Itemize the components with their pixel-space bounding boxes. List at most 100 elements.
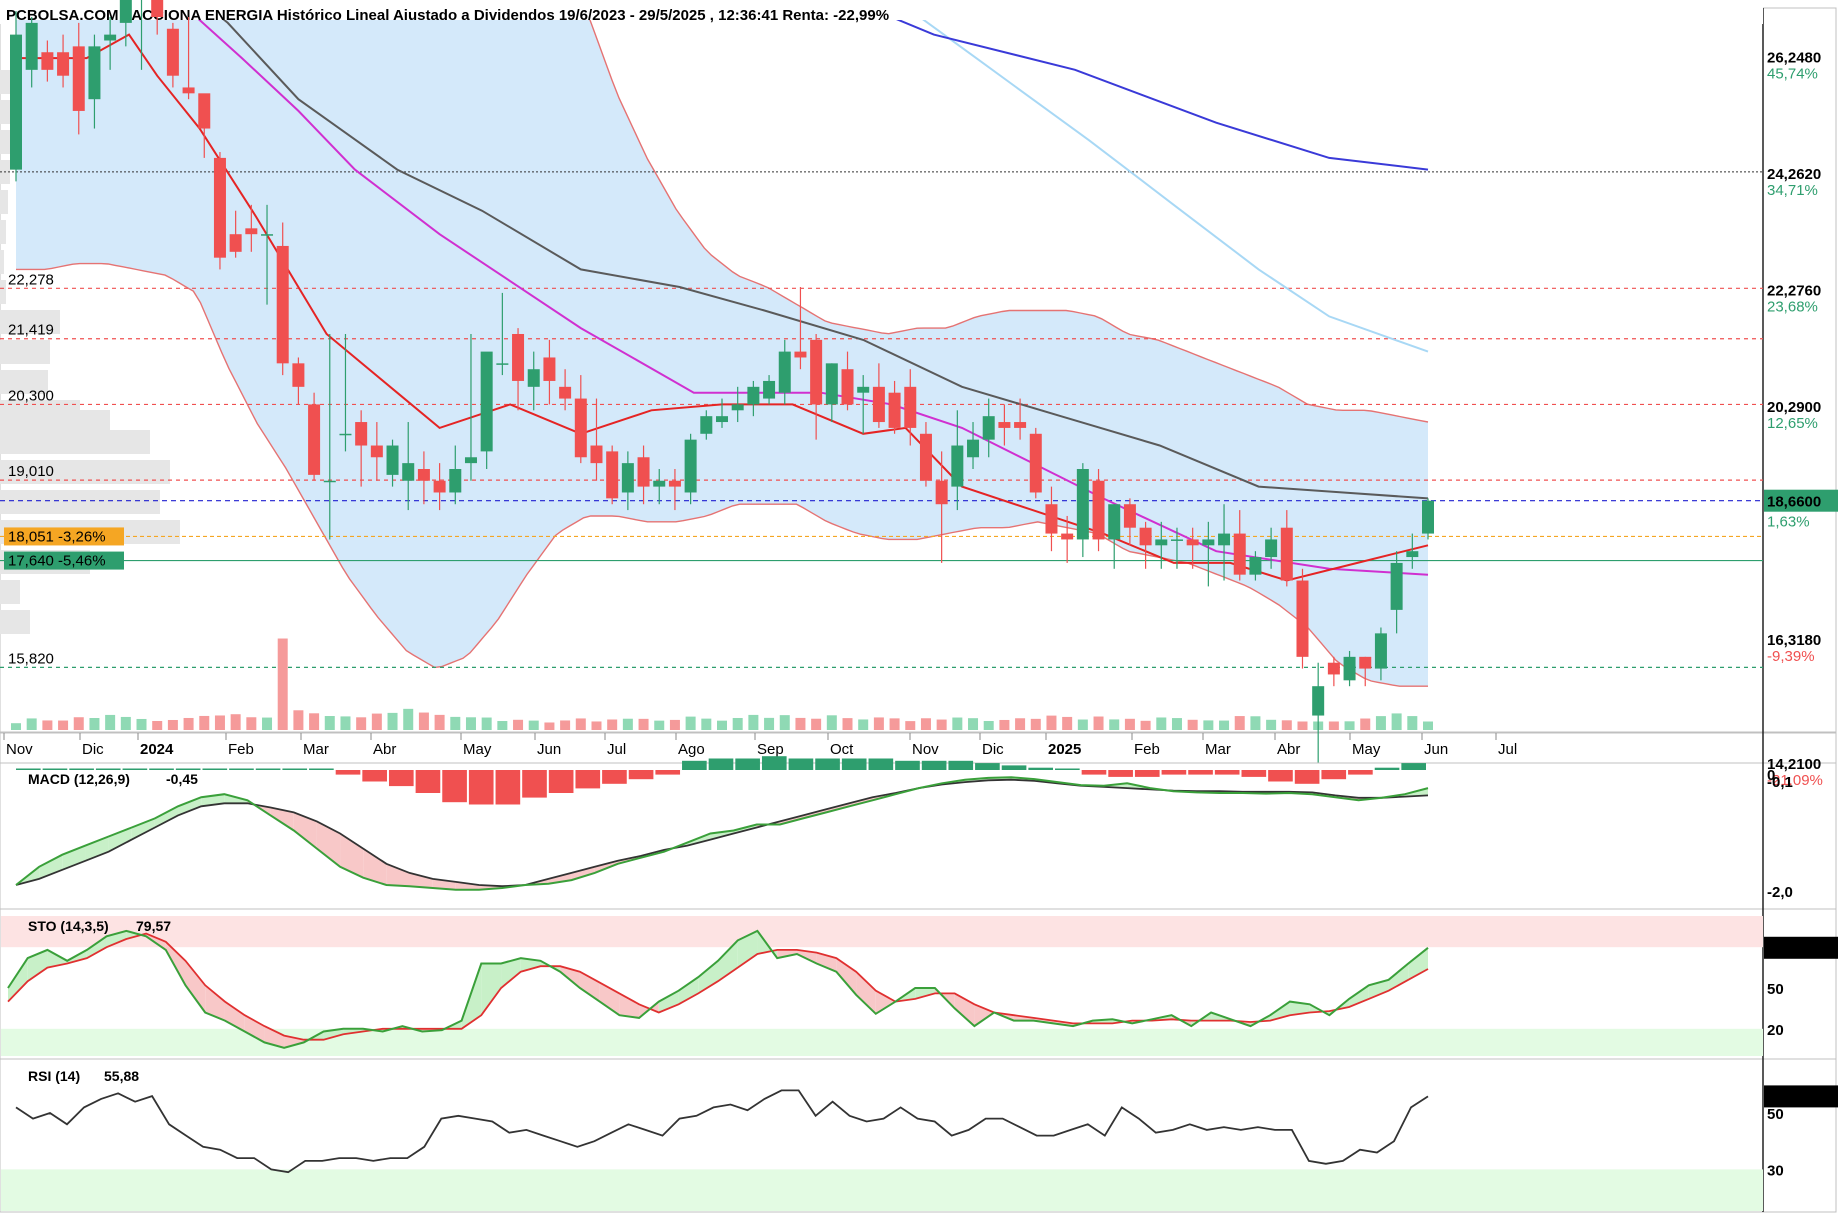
volume-bar [1046,715,1057,730]
volume-bar [1297,721,1308,730]
sto-fill [954,993,975,1027]
candle-body [1280,527,1293,581]
candle-body [72,46,85,111]
volume-bar [1250,716,1261,730]
candle [810,333,823,440]
current-price-box [1764,489,1838,512]
time-tick-label: 2024 [140,741,174,758]
candle-body [606,451,619,499]
sto-fill [520,958,541,972]
candle-body [182,87,195,94]
price-tick-label: 22,2760 [1767,282,1821,299]
candle-body [1045,504,1058,534]
current-price-pct: 1,63% [1767,514,1810,531]
volume-bar [309,713,320,730]
candle-body [370,445,383,458]
candle-body [41,52,54,70]
candle [747,380,760,417]
volume-bar [42,720,53,730]
candle [1139,521,1152,569]
volume-bar [905,721,916,730]
candle-body [778,351,791,393]
candle-body [1343,656,1356,681]
sto-fill [8,958,28,1002]
volume-profile-bar [0,370,48,394]
ema20-line [16,33,1429,582]
volume-bar [167,719,178,730]
rsi-current-box [1764,1085,1838,1108]
macd-hist-bar [229,768,254,770]
volume-bar [591,721,602,730]
candle-body [716,416,728,423]
sto-fill [284,1035,304,1048]
ema200-line [896,20,1429,171]
volume-bar [952,717,963,730]
sto-fill [777,949,797,959]
volume-bar [638,718,649,730]
candle-body [982,416,995,440]
volume-profile-bar [0,490,160,514]
candle-body [1296,580,1309,657]
level-label: 19,010 [8,463,54,480]
volume-bar [340,716,351,730]
volume-profile-bar [0,580,20,604]
candle-body [57,52,70,76]
volume-bar [513,719,524,730]
candle [1359,656,1372,687]
candle-body [308,404,321,475]
candle-body [1123,504,1136,528]
candle-body [857,386,870,393]
candle-body [731,404,744,411]
candle-body [229,234,242,252]
candle-body [1139,527,1152,546]
candle [261,204,274,305]
volume-bar [246,717,257,730]
macd-hist-bar [1028,767,1054,770]
candle [825,363,838,423]
candle [512,328,525,411]
volume-bar [293,710,304,730]
candle [919,422,932,487]
macd-fill [108,827,132,852]
candle [1374,627,1387,681]
candle-body [1202,539,1215,546]
candle [308,392,321,481]
macd-fill [571,866,595,881]
bollinger-fill [16,20,1428,687]
volume-bar [889,718,900,730]
volume-bar [1391,713,1402,730]
time-tick-label: Oct [830,741,854,758]
candle-body [825,363,838,405]
candle [245,204,258,252]
candle [323,333,336,540]
sto-tick: 50 [1767,981,1784,998]
tag-box [4,551,124,570]
volume-bar [1234,716,1245,730]
sto-value: 79,57 [136,918,171,934]
macd-hist-bar [468,770,494,805]
price-tick-label: 24,2620 [1767,166,1821,183]
macd-fill [39,854,63,879]
volume-bar [748,714,759,730]
sto-fill [1388,963,1409,991]
sto-fill [1349,985,1369,1008]
volume-bar [544,722,555,730]
volume-bar [1375,716,1386,730]
volume-bar [999,719,1010,730]
volume-bar [152,720,163,730]
candle-body [10,34,22,170]
volume-bar [732,717,743,730]
candle-body [904,386,917,428]
candle-body [590,445,603,464]
candle-body [1092,480,1105,540]
candle [1061,515,1074,563]
volume-bar [214,715,225,730]
time-tick-label: Nov [912,741,939,758]
macd-fill [270,807,294,831]
volume-bar [136,718,147,730]
volume-bar [11,723,21,730]
macd-fill [340,833,364,878]
volume-bar [277,638,288,730]
volume-bar [1109,719,1120,730]
